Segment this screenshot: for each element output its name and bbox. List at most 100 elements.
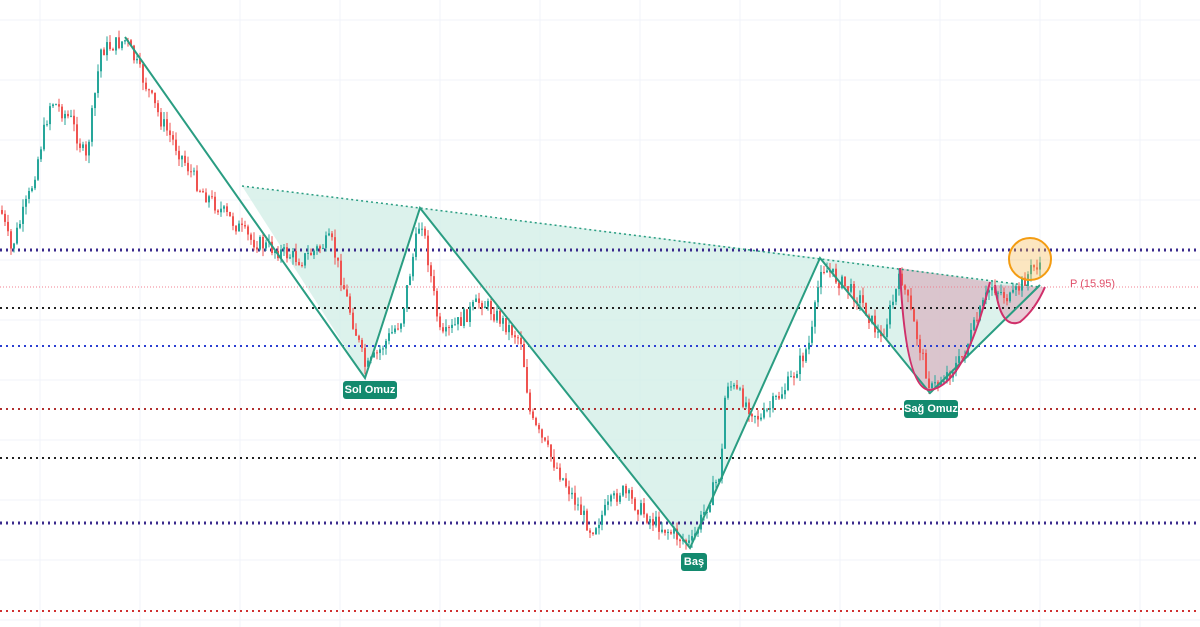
candle-body [322, 247, 324, 249]
candle-body [1, 210, 3, 214]
candle-body [724, 397, 726, 449]
candle-body [46, 124, 48, 126]
candle-body [67, 113, 69, 117]
candle-body [211, 196, 213, 198]
candle-body [775, 395, 777, 397]
candle-body [259, 236, 261, 250]
candle-body [514, 335, 516, 338]
candle-body [796, 374, 798, 378]
candle-body [670, 531, 672, 534]
candle-body [592, 532, 594, 535]
candle-body [37, 159, 39, 180]
candle-body [754, 415, 756, 417]
candle-body [319, 246, 321, 249]
candle-body [943, 381, 945, 383]
candle-body [208, 196, 210, 203]
candle-body [4, 213, 6, 222]
candle-body [583, 510, 585, 515]
candle-body [673, 528, 675, 534]
candle-body [376, 352, 378, 354]
candle-body [715, 482, 717, 484]
candle-body [223, 206, 225, 209]
candle-body [130, 40, 132, 46]
candle-body [391, 332, 393, 334]
candle-body [229, 212, 231, 217]
candle-body [475, 298, 477, 302]
candle-body [193, 170, 195, 172]
candle-body [457, 317, 459, 325]
candle-body [109, 42, 111, 49]
candle-body [196, 170, 198, 191]
candle-body [346, 289, 348, 297]
candle-body [565, 478, 567, 487]
candle-body [733, 384, 735, 387]
candle-body [922, 352, 924, 354]
candle-body [997, 292, 999, 294]
candle-body [703, 512, 705, 515]
candle-body [97, 71, 99, 94]
left-shoulder-area [242, 186, 420, 378]
candle-body [886, 324, 888, 337]
candle-body [481, 303, 483, 309]
candle-body [331, 233, 333, 238]
candle-body [988, 290, 990, 293]
candle-body [382, 348, 384, 350]
candle-body [532, 411, 534, 419]
candle-body [640, 503, 642, 515]
annotation: Sol Omuz [345, 384, 396, 396]
candle-body [871, 315, 873, 323]
candle-body [7, 221, 9, 232]
candle-body [76, 124, 78, 144]
price-label: P (15.95) [1070, 278, 1115, 290]
candle-body [256, 247, 258, 250]
candle-body [625, 485, 627, 494]
candle-body [118, 37, 120, 49]
candle-body [1036, 267, 1038, 270]
candle-body [817, 287, 819, 303]
candle-body [19, 223, 21, 228]
candle-body [397, 328, 399, 330]
candle-body [739, 388, 741, 390]
candle-body [34, 179, 36, 189]
candle-body [403, 308, 405, 324]
candle-body [325, 235, 327, 248]
candle-body [1012, 289, 1014, 293]
candle-body [367, 360, 369, 367]
candle-body [226, 206, 228, 213]
candle-body [574, 492, 576, 505]
candle-body [124, 40, 126, 42]
candle-body [361, 339, 363, 349]
candle-body [508, 325, 510, 333]
candle-body [283, 247, 285, 250]
candle-body [859, 295, 861, 304]
candle-body [136, 58, 138, 61]
candle-body [154, 92, 156, 104]
candle-body [385, 340, 387, 349]
candle-body [304, 253, 306, 266]
annotation: Baş [684, 556, 704, 568]
candle-body [148, 89, 150, 91]
candle-body [709, 505, 711, 512]
candle-body [940, 382, 942, 386]
candle-body [73, 115, 75, 125]
candle-body [184, 155, 186, 163]
candle-body [199, 190, 201, 192]
candle-body [442, 327, 444, 332]
candle-body [529, 392, 531, 412]
candle-body [394, 328, 396, 333]
candle-body [556, 467, 558, 469]
candle-body [604, 504, 606, 515]
candle-body [187, 162, 189, 172]
candle-body [898, 273, 900, 290]
candle-body [103, 49, 105, 56]
candle-body [220, 208, 222, 213]
candle-body [388, 333, 390, 341]
candle-body [643, 503, 645, 515]
candle-body [595, 528, 597, 535]
candle-body [115, 37, 117, 51]
candle-body [1018, 286, 1020, 291]
candle-body [577, 504, 579, 506]
head-area [420, 208, 820, 548]
candle-body [616, 493, 618, 502]
